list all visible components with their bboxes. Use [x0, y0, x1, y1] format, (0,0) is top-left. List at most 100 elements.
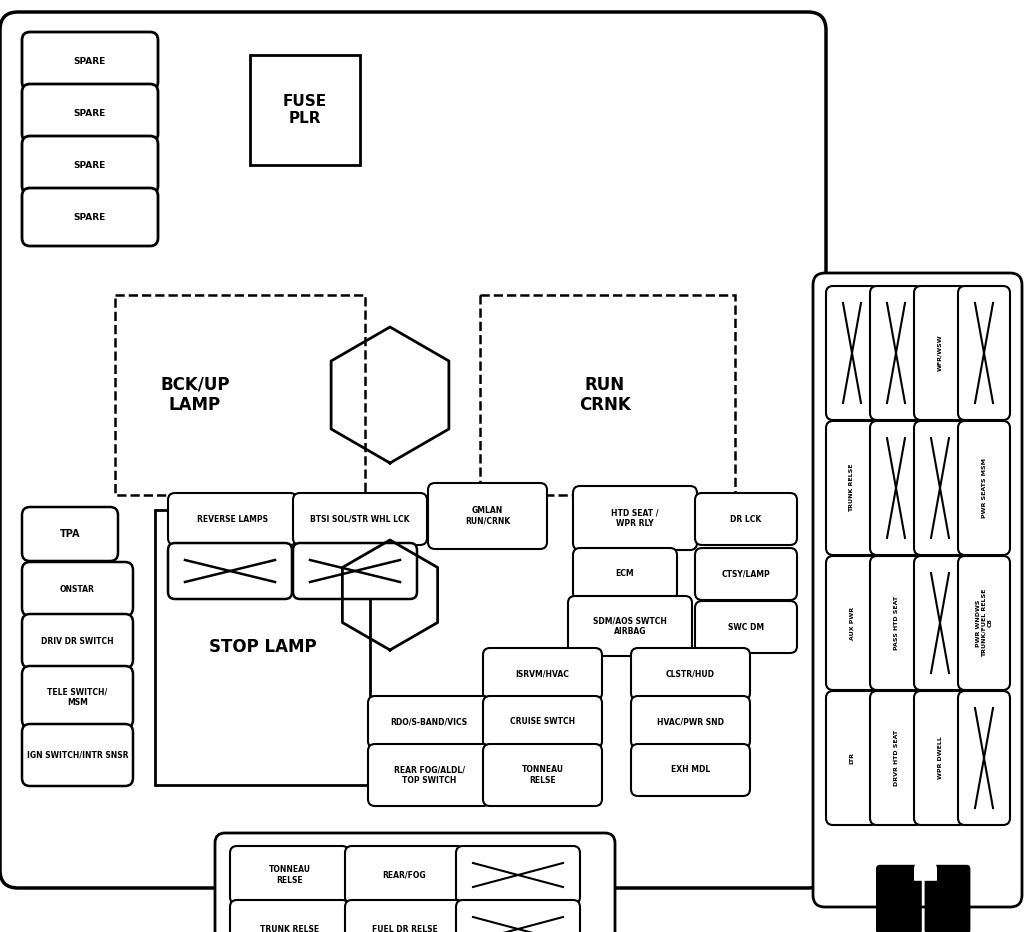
Text: AUX PWR: AUX PWR	[850, 607, 855, 639]
FancyBboxPatch shape	[695, 548, 797, 600]
Text: PWR WNDWS
TRUNK/FUEL RELSE
C8: PWR WNDWS TRUNK/FUEL RELSE C8	[975, 589, 992, 657]
Text: GMLAN
RUN/CRNK: GMLAN RUN/CRNK	[465, 506, 510, 526]
Text: WFR/WSW: WFR/WSW	[937, 335, 942, 371]
FancyBboxPatch shape	[925, 865, 970, 932]
Bar	[250, 55, 360, 165]
FancyBboxPatch shape	[293, 543, 417, 599]
Text: WPR DWELL: WPR DWELL	[937, 736, 942, 779]
Text: CRUISE SWTCH: CRUISE SWTCH	[510, 718, 575, 727]
FancyBboxPatch shape	[456, 846, 580, 904]
FancyBboxPatch shape	[22, 724, 133, 786]
Text: SPARE: SPARE	[74, 108, 106, 117]
Text: CLSTR/HUD: CLSTR/HUD	[666, 669, 715, 678]
FancyBboxPatch shape	[345, 846, 464, 904]
FancyBboxPatch shape	[168, 543, 291, 599]
Text: DR LCK: DR LCK	[730, 514, 761, 524]
Text: REAR/FOG: REAR/FOG	[383, 870, 426, 880]
FancyBboxPatch shape	[826, 556, 878, 690]
Text: BCK/UP
LAMP: BCK/UP LAMP	[161, 376, 230, 415]
FancyBboxPatch shape	[914, 556, 966, 690]
FancyBboxPatch shape	[22, 188, 158, 246]
Text: SPARE: SPARE	[74, 212, 106, 222]
FancyBboxPatch shape	[230, 846, 349, 904]
Text: TONNEAU
RELSE: TONNEAU RELSE	[521, 765, 563, 785]
Text: TONNEAU
RELSE: TONNEAU RELSE	[269, 865, 310, 884]
FancyBboxPatch shape	[870, 556, 922, 690]
Text: RUN
CRNK: RUN CRNK	[579, 376, 630, 415]
Text: HTD SEAT /
WPR RLY: HTD SEAT / WPR RLY	[611, 508, 659, 528]
Text: HVAC/PWR SND: HVAC/PWR SND	[657, 718, 724, 727]
FancyBboxPatch shape	[631, 744, 750, 796]
Text: DRVR HTD SEAT: DRVR HTD SEAT	[893, 730, 898, 786]
FancyBboxPatch shape	[483, 696, 602, 748]
FancyBboxPatch shape	[22, 32, 158, 90]
Text: RDO/S-BAND/VICS: RDO/S-BAND/VICS	[390, 718, 468, 727]
FancyBboxPatch shape	[22, 614, 133, 668]
FancyBboxPatch shape	[870, 691, 922, 825]
FancyBboxPatch shape	[483, 744, 602, 806]
FancyBboxPatch shape	[695, 601, 797, 653]
FancyBboxPatch shape	[345, 900, 464, 932]
FancyBboxPatch shape	[631, 696, 750, 748]
FancyBboxPatch shape	[0, 12, 826, 888]
FancyBboxPatch shape	[914, 286, 966, 420]
Text: SDM/AOS SWTCH
AIRBAG: SDM/AOS SWTCH AIRBAG	[593, 616, 667, 636]
Text: REVERSE LAMPS: REVERSE LAMPS	[197, 514, 268, 524]
FancyBboxPatch shape	[230, 900, 349, 932]
FancyBboxPatch shape	[826, 691, 878, 825]
FancyBboxPatch shape	[876, 865, 922, 932]
FancyBboxPatch shape	[215, 833, 615, 932]
FancyBboxPatch shape	[568, 596, 692, 656]
FancyBboxPatch shape	[293, 493, 427, 545]
Text: TRUNK RELSE: TRUNK RELSE	[260, 925, 319, 932]
FancyBboxPatch shape	[826, 421, 878, 555]
FancyBboxPatch shape	[631, 648, 750, 700]
FancyBboxPatch shape	[573, 548, 677, 600]
Text: LTR: LTR	[850, 752, 855, 764]
FancyBboxPatch shape	[870, 421, 922, 555]
FancyBboxPatch shape	[573, 486, 697, 550]
Text: IGN SWITCH/INTR SNSR: IGN SWITCH/INTR SNSR	[27, 750, 129, 760]
Text: ISRVM/HVAC: ISRVM/HVAC	[516, 669, 570, 678]
FancyBboxPatch shape	[456, 900, 580, 932]
Text: EXH MDL: EXH MDL	[671, 765, 710, 774]
FancyBboxPatch shape	[368, 744, 490, 806]
Bar	[480, 295, 735, 495]
Text: PWR SEATS MSM: PWR SEATS MSM	[982, 458, 987, 518]
Text: BTSI SOL/STR WHL LCK: BTSI SOL/STR WHL LCK	[310, 514, 410, 524]
FancyBboxPatch shape	[958, 421, 1010, 555]
FancyBboxPatch shape	[870, 286, 922, 420]
FancyBboxPatch shape	[958, 691, 1010, 825]
FancyBboxPatch shape	[22, 84, 158, 142]
FancyBboxPatch shape	[428, 483, 547, 549]
Text: FUSE
PLR: FUSE PLR	[283, 94, 328, 126]
Text: SPARE: SPARE	[74, 57, 106, 65]
FancyBboxPatch shape	[22, 136, 158, 194]
Text: TRUNK RELSE: TRUNK RELSE	[850, 464, 855, 513]
Text: SPARE: SPARE	[74, 160, 106, 170]
FancyBboxPatch shape	[826, 286, 878, 420]
Text: PASS HTD SEAT: PASS HTD SEAT	[893, 596, 898, 650]
FancyBboxPatch shape	[958, 556, 1010, 690]
FancyBboxPatch shape	[958, 286, 1010, 420]
Text: REAR FOG/ALDL/
TOP SWITCH: REAR FOG/ALDL/ TOP SWITCH	[393, 765, 465, 785]
Text: CTSY/LAMP: CTSY/LAMP	[722, 569, 770, 579]
Text: ECM: ECM	[616, 569, 634, 579]
FancyBboxPatch shape	[695, 493, 797, 545]
FancyBboxPatch shape	[22, 666, 133, 728]
Bar	[115, 295, 365, 495]
FancyBboxPatch shape	[22, 507, 118, 561]
FancyBboxPatch shape	[914, 691, 966, 825]
FancyBboxPatch shape	[22, 562, 133, 616]
FancyBboxPatch shape	[168, 493, 297, 545]
FancyBboxPatch shape	[483, 648, 602, 700]
Text: STOP LAMP: STOP LAMP	[209, 638, 316, 656]
FancyBboxPatch shape	[368, 696, 490, 748]
Text: FUEL DR RELSE: FUEL DR RELSE	[372, 925, 438, 932]
FancyBboxPatch shape	[813, 273, 1022, 907]
FancyBboxPatch shape	[914, 421, 966, 555]
Text: TPA: TPA	[60, 529, 80, 539]
Text: TELE SWITCH/
MSM: TELE SWITCH/ MSM	[47, 687, 107, 706]
Text: DRIV DR SWITCH: DRIV DR SWITCH	[41, 637, 113, 646]
Text: SWC DM: SWC DM	[728, 623, 764, 632]
